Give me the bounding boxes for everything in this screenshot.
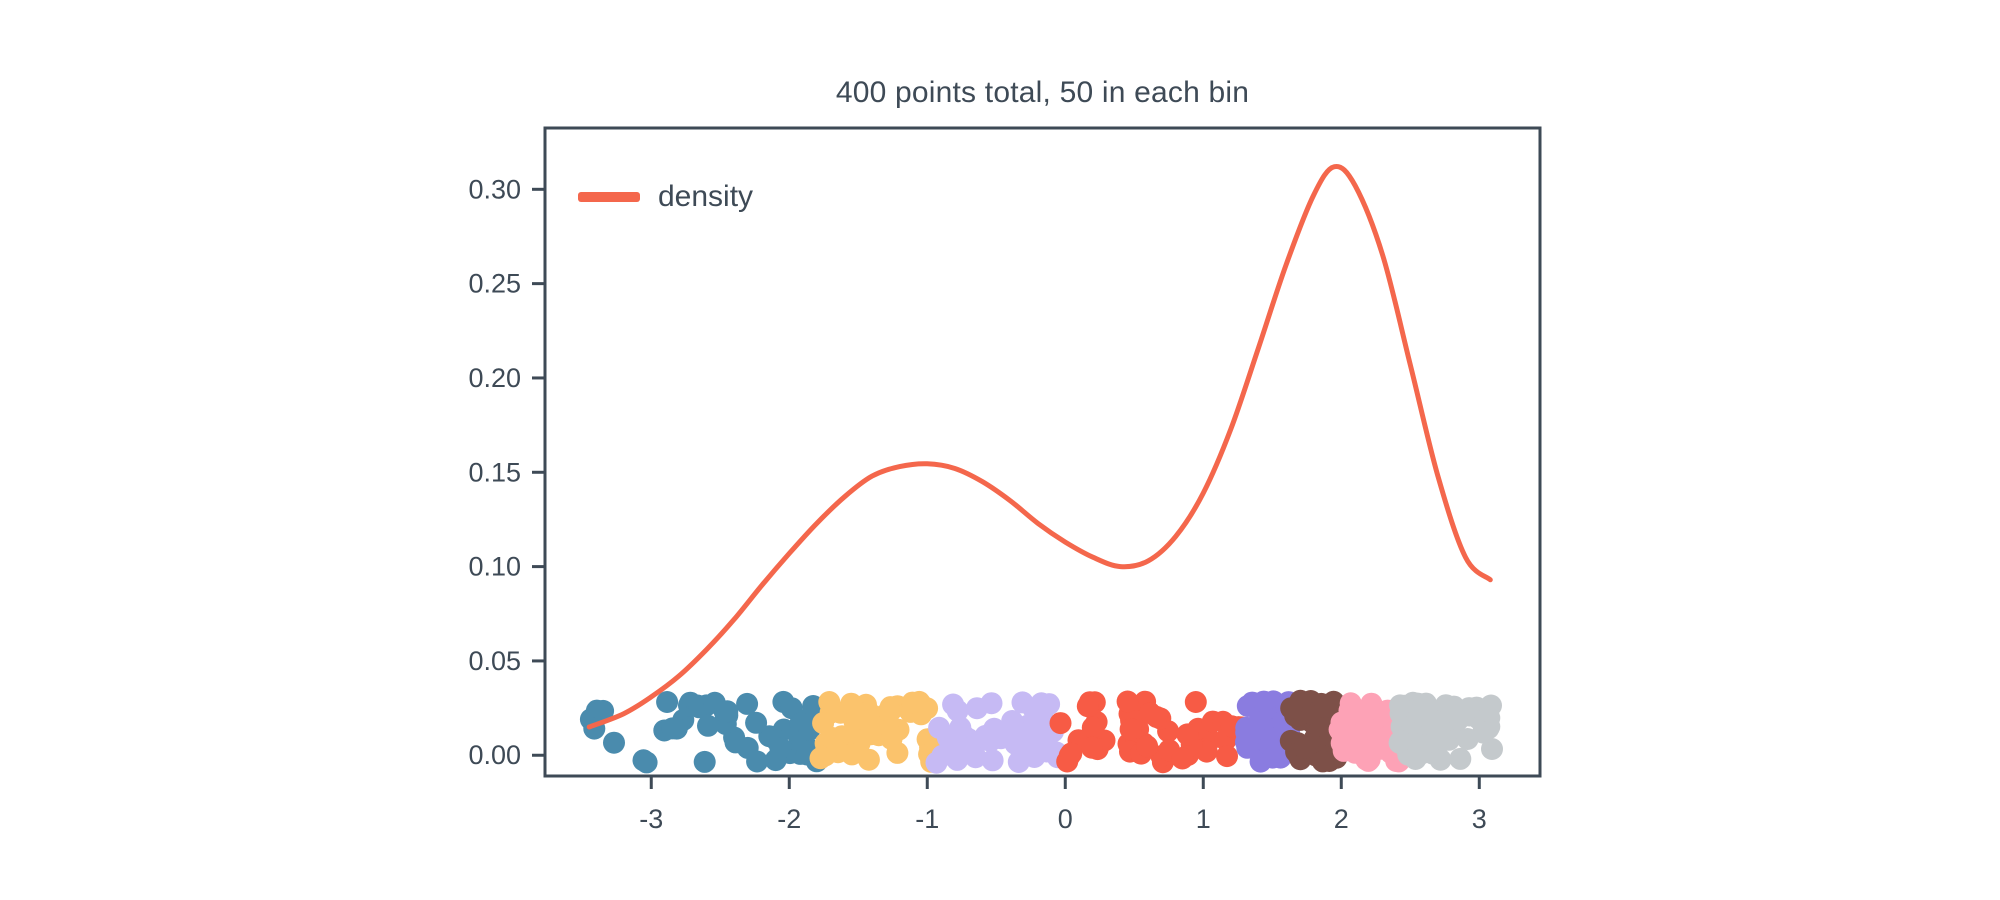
x-tick-label: 1 [1196,804,1211,834]
scatter-point [1358,748,1381,771]
scatter-point [592,699,615,722]
x-tick-label: 2 [1334,804,1349,834]
scatter-point [879,700,902,723]
scatter-point [1184,691,1207,713]
scatter-point [1427,711,1450,734]
scatter-point [1347,700,1370,723]
scatter-point [925,751,948,774]
scatter-point [880,728,903,750]
scatter-point [1116,690,1139,713]
rug-bin-2 [809,690,943,773]
scatter-point [1458,697,1481,720]
legend: density [578,180,753,214]
x-tick-label: -1 [915,804,939,834]
scatter-point [981,749,1004,772]
scatter-point [859,708,882,731]
scatter-point [603,731,625,754]
scatter-point [693,750,716,773]
scatter-point [1060,742,1083,765]
scatter-point [1389,730,1412,753]
y-tick-label: 0.15 [468,457,521,487]
scatter-point [1081,736,1103,759]
y-tick-label: 0.05 [468,646,521,676]
scatter-point [697,714,719,737]
density-curve [586,163,1493,730]
scatter-point [846,724,868,746]
scatter-point [950,736,973,759]
scatter-point [661,717,684,740]
scatter-point [983,717,1006,740]
rug-bin-8 [1388,691,1503,771]
scatter-point [901,691,924,714]
scatter-point [966,697,988,720]
scatter-point [1261,746,1284,769]
scatter-point [1081,716,1104,739]
scatter-point [1472,721,1495,744]
scatter-point [1293,736,1316,759]
scatter-point [1136,735,1159,758]
x-tick-label: 0 [1058,804,1073,834]
scatter-point [1481,738,1503,760]
scatter-point [1311,750,1334,773]
scatter-point [635,751,658,774]
scatter-point [818,691,841,713]
legend-label: density [658,180,754,213]
scatter-point [736,692,759,715]
scatter-point [942,693,965,716]
scatter-point [1171,747,1194,770]
scatter-point [745,711,768,734]
scatter-point [840,743,863,766]
scatter-point [769,737,792,760]
scatter-point [1235,731,1257,754]
plot-title: 400 points total, 50 in each bin [835,76,1250,109]
scatter-point [1049,712,1072,735]
y-tick-label: 0.10 [468,552,521,582]
x-tick-label: 3 [1472,804,1487,834]
y-tick-label: 0.30 [468,174,521,204]
plot-border [543,126,1542,778]
scatter-point [1389,694,1412,717]
scatter-point [820,726,843,749]
scatter-point [1216,745,1238,768]
x-tick-label: -2 [777,804,801,834]
scatter-point [857,748,880,771]
legend-line-swatch-icon [578,192,640,202]
scatter-point [1410,742,1432,765]
scatter-point [724,731,747,754]
scatter-point [1280,697,1303,720]
scatter-point [1449,747,1472,770]
scatter-point [1145,705,1168,728]
y-tick-label: 0.25 [468,269,521,299]
scatter-point [1314,696,1337,719]
scatter-point [1076,695,1099,718]
scatter-point [1176,723,1199,746]
rug-bin-4 [1049,690,1253,774]
scatter-point [713,700,736,723]
scatter-point [656,691,679,713]
x-tick-label: -3 [639,804,663,834]
scatter-point [1339,732,1362,755]
scatter-point [746,750,769,773]
scatter-point [1358,718,1381,741]
y-tick-label: 0.20 [468,363,521,393]
rug-bin-3 [925,691,1069,774]
scatter-point [1477,700,1500,723]
y-tick-label: 0.00 [468,740,521,770]
rug-bin-1 [579,690,828,774]
scatter-point [1119,718,1142,741]
scatter-point [1252,690,1275,713]
scatter-point [1433,729,1456,752]
